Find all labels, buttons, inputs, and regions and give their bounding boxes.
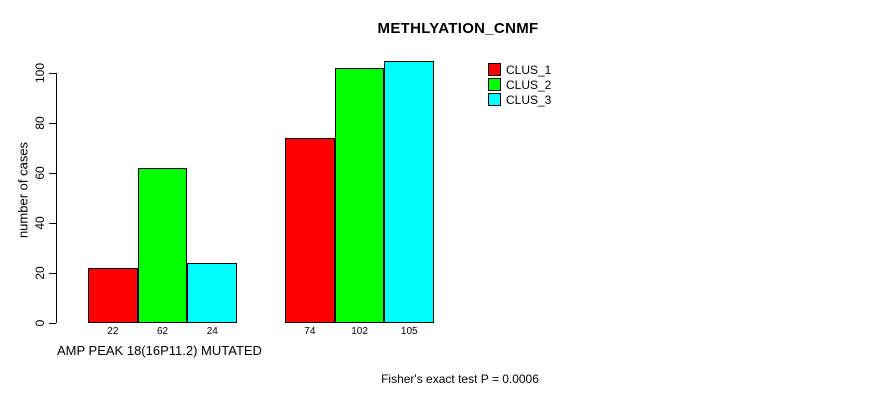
bar-clus_1-group2 xyxy=(285,138,335,323)
legend-item-label: CLUS_2 xyxy=(506,77,552,92)
legend-item-clus_3: CLUS_3 xyxy=(488,92,551,107)
y-axis-label: number of cases xyxy=(15,141,31,239)
y-tick-label: 80 xyxy=(33,116,47,130)
bar-value-label: 62 xyxy=(156,326,169,337)
legend-item-clus_2: CLUS_2 xyxy=(488,77,551,92)
y-tick-label: 0 xyxy=(33,319,47,327)
bar-clus_3-group1 xyxy=(187,263,238,323)
annotation-text: Fisher's exact test P = 0.0006 xyxy=(381,372,539,386)
bar-value-label: 102 xyxy=(351,326,368,337)
bar-value-label: 24 xyxy=(206,326,218,337)
y-tick xyxy=(49,173,56,174)
legend-color-swatch xyxy=(488,63,501,76)
bar-clus_2-group1 xyxy=(137,168,188,323)
y-tick xyxy=(49,323,56,324)
y-tick xyxy=(49,223,56,224)
y-axis-line xyxy=(56,73,57,323)
y-tick-label: 60 xyxy=(33,166,47,180)
legend-color-swatch xyxy=(488,78,501,91)
legend: CLUS_1 CLUS_2 CLUS_3 xyxy=(488,62,551,107)
y-tick-label: 40 xyxy=(33,216,47,230)
x-axis-label: AMP PEAK 18(16P11.2) MUTATED xyxy=(57,343,262,358)
bar-value-label: 105 xyxy=(400,326,418,337)
y-tick xyxy=(49,273,56,274)
bar-value-label: 22 xyxy=(107,326,119,337)
bar-clus_2-group2 xyxy=(334,68,385,323)
legend-item-label: CLUS_1 xyxy=(506,62,552,77)
y-tick xyxy=(49,123,56,124)
y-tick-label: 100 xyxy=(33,62,47,84)
bar-value-label: 74 xyxy=(304,326,316,337)
y-tick-label: 20 xyxy=(33,266,47,280)
bar-clus_3-group2 xyxy=(384,60,435,323)
chart-title: METHLYATION_CNMF xyxy=(377,20,539,37)
legend-item-clus_1: CLUS_1 xyxy=(488,62,551,77)
bar-clus_1-group1 xyxy=(88,268,138,323)
legend-color-swatch xyxy=(488,93,501,106)
y-tick xyxy=(49,73,56,74)
legend-item-label: CLUS_3 xyxy=(506,92,552,107)
